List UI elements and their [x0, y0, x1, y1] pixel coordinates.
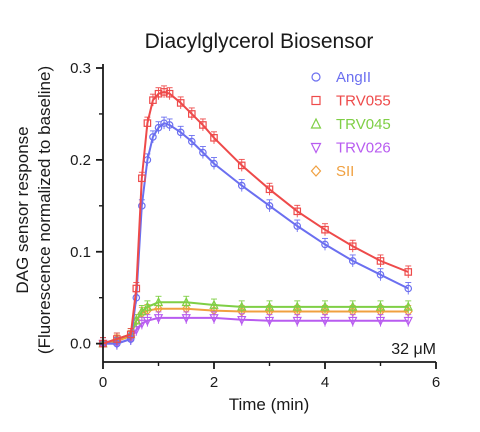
chart-title: Diacylglycerol Biosensor	[145, 30, 374, 53]
data-point	[176, 99, 185, 107]
data-point	[403, 316, 413, 327]
legend-marker	[310, 165, 322, 177]
y-tick-label: 0.3	[70, 60, 91, 77]
legend-marker	[311, 72, 321, 82]
x-tick-label: 6	[432, 374, 440, 391]
data-point	[149, 133, 157, 141]
data-point	[181, 314, 191, 324]
data-point	[137, 305, 147, 316]
data-point	[165, 89, 174, 98]
fit-line	[102, 90, 409, 345]
y-tick-label: 0.1	[70, 244, 91, 261]
data-point	[376, 257, 385, 265]
legend-item-trv055: TRV055	[311, 93, 391, 110]
data-point	[154, 89, 163, 98]
data-point	[403, 301, 413, 311]
data-point	[199, 148, 207, 157]
x-tick-label: 0	[99, 374, 107, 391]
data-point	[188, 137, 196, 146]
data-point	[404, 268, 413, 276]
x-tick-label: 4	[321, 374, 329, 391]
legend-marker	[310, 142, 322, 154]
data-point	[376, 270, 385, 279]
data-point	[265, 185, 274, 194]
data-point	[293, 207, 302, 216]
data-point	[321, 225, 329, 234]
legend-item-trv026: TRV026	[310, 140, 391, 157]
fit-line	[102, 301, 409, 345]
axes: 0.0 0.1 0.2 0.3 0 2 4 6	[70, 60, 440, 391]
series-trv026	[98, 311, 413, 350]
data-point	[153, 296, 164, 307]
legend-item-sii: SII	[310, 163, 354, 180]
concentration-annotation: 32 μM	[391, 341, 436, 358]
data-point	[321, 240, 329, 249]
data-point	[375, 301, 386, 311]
data-point	[375, 316, 386, 327]
data-point	[188, 110, 196, 118]
data-point	[143, 119, 152, 127]
data-point	[292, 316, 302, 327]
y-tick-label: 0.0	[70, 336, 91, 353]
data-point	[154, 123, 163, 132]
data-point	[153, 314, 164, 324]
legend-item-trv045: TRV045	[310, 116, 391, 133]
legend-marker	[310, 117, 322, 129]
data-point	[237, 181, 246, 190]
data-point	[265, 202, 274, 210]
data-point	[165, 121, 174, 129]
legend-label: TRV026	[336, 140, 391, 157]
data-point	[264, 316, 275, 327]
data-point	[237, 315, 247, 326]
data-point	[142, 301, 153, 311]
data-point	[149, 96, 157, 104]
data-point	[293, 222, 302, 230]
data-point	[237, 301, 247, 311]
data-point	[160, 88, 168, 96]
data-point	[292, 301, 302, 311]
x-tick-label: 2	[210, 374, 218, 391]
plot-area	[98, 85, 413, 350]
data-point	[348, 242, 357, 251]
data-point	[132, 284, 141, 293]
data-point	[126, 330, 135, 339]
data-point	[264, 301, 275, 311]
data-point	[113, 335, 121, 343]
data-point	[237, 161, 246, 170]
y-axis-label: DAG sensor response	[13, 126, 32, 293]
legend-item-angii: AngII	[311, 69, 371, 86]
legend-label: AngII	[336, 69, 371, 86]
data-point	[209, 314, 219, 324]
data-point	[320, 316, 330, 327]
x-axis-label: Time (min)	[229, 395, 310, 414]
data-point	[209, 299, 219, 309]
data-point	[210, 134, 218, 142]
y-axis-label-sub: (Fluorescence normalized to baseline)	[35, 66, 54, 354]
series-trv045	[98, 295, 413, 350]
data-point	[348, 301, 358, 311]
y-tick-label: 0.2	[70, 152, 91, 169]
data-point	[176, 128, 185, 137]
series-trv055	[99, 85, 413, 350]
data-point	[199, 121, 207, 129]
data-point	[404, 284, 413, 293]
data-point	[138, 202, 146, 210]
legend-marker	[311, 95, 321, 106]
legend: AngII TRV055 TRV045 TRV026 SII	[310, 69, 391, 180]
data-point	[138, 174, 146, 183]
data-point	[181, 296, 191, 307]
data-point	[348, 316, 358, 327]
data-point	[210, 159, 218, 168]
data-point	[142, 316, 153, 327]
data-point	[131, 315, 141, 325]
data-point	[348, 257, 357, 265]
data-point	[320, 301, 330, 311]
legend-label: SII	[336, 163, 354, 180]
legend-label: TRV045	[336, 116, 391, 133]
legend-label: TRV055	[336, 93, 391, 110]
